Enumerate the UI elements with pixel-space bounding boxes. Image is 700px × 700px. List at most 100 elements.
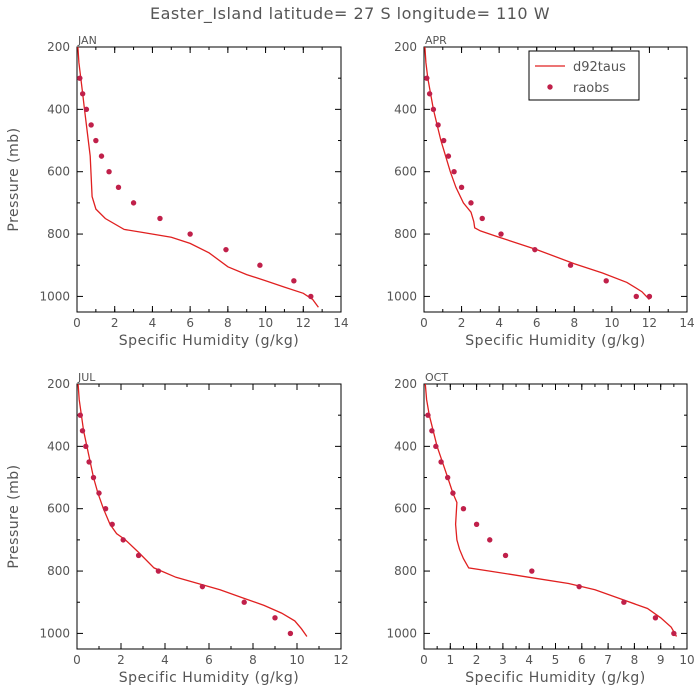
raobs-point (444, 474, 451, 481)
x-tick-label: 5 (552, 653, 560, 667)
x-tick-label: 2 (458, 316, 466, 330)
y-tick-label: 600 (47, 165, 70, 179)
series-line-d92taus (424, 383, 678, 637)
raobs-point (502, 552, 509, 559)
x-tick-label: 0 (420, 653, 428, 667)
x-tick-label: 8 (570, 316, 578, 330)
x-tick-label: 4 (525, 653, 533, 667)
raobs-point (120, 537, 126, 543)
raobs-point (272, 615, 278, 621)
y-tick-label: 200 (394, 40, 417, 54)
raobs-point (93, 137, 99, 144)
raobs-point (468, 200, 474, 206)
plot-frame (76, 383, 342, 650)
raobs-point (473, 521, 480, 527)
raobs-point (529, 568, 535, 574)
raobs-point (633, 293, 639, 300)
raobs-point (576, 583, 582, 590)
raobs-point (135, 552, 142, 559)
x-tick-label: 8 (631, 653, 639, 667)
raobs-point (90, 474, 97, 481)
y-tick-label: 800 (394, 227, 417, 241)
x-tick-label: 12 (296, 316, 311, 330)
x-tick-label: 10 (679, 653, 694, 667)
x-tick-label: 9 (657, 653, 665, 667)
raobs-point (77, 75, 83, 81)
y-axis-label: Pressure (mb) (6, 127, 22, 231)
x-tick-label: 4 (495, 316, 503, 330)
raobs-point (96, 490, 102, 496)
x-axis-label: Specific Humidity (g/kg) (119, 670, 299, 686)
x-tick-label: 6 (186, 316, 194, 330)
x-axis-label: Specific Humidity (g/kg) (465, 670, 645, 686)
raobs-point (79, 428, 86, 434)
x-tick-label: 0 (420, 316, 428, 330)
raobs-point (83, 106, 90, 113)
raobs-point (450, 490, 456, 496)
panel-jul: JUL 0 2 4 6 8 10 12 200 400 600 800 1000 Specific Hum… (6, 371, 349, 686)
x-axis-label: Specific Humidity (g/kg) (465, 333, 645, 349)
x-tick-label: 0 (73, 316, 81, 330)
raobs-point (603, 278, 609, 284)
x-tick-label: 10 (258, 316, 273, 330)
raobs-point (646, 293, 653, 300)
raobs-point (460, 506, 467, 512)
raobs-point (130, 200, 137, 206)
y-tick-label: 600 (394, 165, 417, 179)
raobs-point (157, 215, 163, 222)
x-tick-label: 10 (604, 316, 619, 330)
x-tick-label: 1 (446, 653, 454, 667)
plot-frame (76, 46, 342, 313)
raobs-point (241, 599, 247, 605)
raobs-point (458, 184, 465, 190)
raobs-point (430, 106, 437, 113)
raobs-point (102, 506, 109, 512)
panel-label: JUL (77, 371, 96, 384)
y-tick-label: 400 (394, 439, 417, 453)
y-tick-label: 400 (394, 102, 417, 116)
raobs-point (308, 293, 314, 300)
raobs-point (652, 615, 659, 621)
x-tick-label: 8 (249, 653, 257, 667)
y-tick-label: 200 (47, 40, 70, 54)
x-tick-label: 12 (642, 316, 657, 330)
raobs-point (671, 630, 677, 637)
x-axis-label: Specific Humidity (g/kg) (119, 333, 299, 349)
raobs-point (429, 428, 435, 434)
x-tick-label: 0 (73, 653, 81, 667)
y-tick-label: 200 (394, 377, 417, 391)
raobs-point (287, 630, 294, 637)
raobs-point (445, 153, 452, 159)
y-tick-label: 800 (47, 564, 70, 578)
raobs-point (86, 459, 92, 465)
x-tick-label: 10 (289, 653, 304, 667)
raobs-point (532, 246, 538, 253)
x-tick-label: 4 (149, 316, 157, 330)
panel-label: JAN (77, 34, 97, 47)
raobs-point (291, 278, 297, 284)
x-tick-label: 14 (679, 316, 694, 330)
raobs-point (88, 122, 94, 128)
legend-box (528, 50, 640, 101)
raobs-point (106, 169, 112, 175)
y-tick-label: 600 (394, 502, 417, 516)
y-tick-label: 200 (47, 377, 70, 391)
series-line-d92taus (77, 383, 308, 637)
raobs-point (79, 91, 86, 97)
x-tick-label: 6 (533, 316, 541, 330)
x-tick-label: 6 (205, 653, 213, 667)
raobs-point (441, 137, 447, 144)
raobs-point (424, 75, 430, 81)
panel-label: OCT (425, 371, 448, 384)
y-tick-label: 1000 (39, 626, 70, 640)
series-line-d92taus (77, 46, 319, 308)
legend-point-swatch (547, 84, 553, 90)
y-axis-label: Pressure (mb) (6, 464, 22, 568)
legend-obs-label: raobs (573, 81, 610, 96)
x-tick-label: 6 (578, 653, 586, 667)
x-tick-label: 7 (604, 653, 612, 667)
raobs-point (223, 246, 229, 253)
x-tick-label: 3 (499, 653, 507, 667)
raobs-point (199, 583, 206, 590)
